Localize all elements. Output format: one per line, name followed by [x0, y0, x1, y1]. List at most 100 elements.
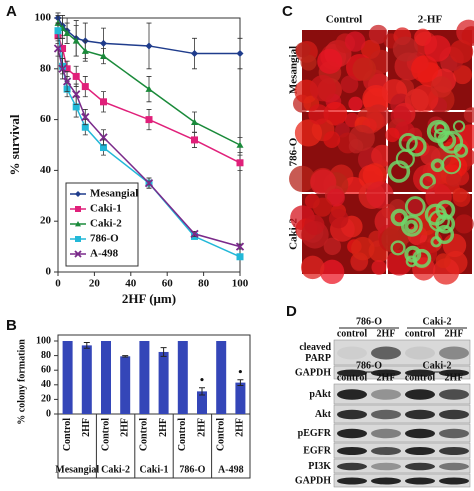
band — [439, 477, 469, 485]
stained-cell — [419, 172, 436, 190]
legend-label: A-498 — [90, 248, 119, 260]
blot-row-label: Akt — [315, 409, 332, 420]
cell — [319, 259, 345, 285]
cell-line-label: Caki-2 — [423, 360, 452, 371]
blot-strip — [333, 458, 471, 474]
y-axis-label: % colony formation — [16, 339, 27, 425]
cell — [368, 24, 388, 44]
cell — [449, 39, 474, 64]
band — [371, 462, 401, 471]
band — [371, 369, 401, 377]
micrograph — [374, 183, 474, 285]
x-tick-label: 2HF — [235, 418, 246, 437]
cell — [453, 65, 472, 85]
stained-cell — [390, 208, 409, 227]
marker — [191, 136, 198, 144]
lane-label: control — [405, 328, 436, 339]
error-bar — [160, 347, 167, 357]
marker — [236, 50, 244, 58]
x-tick-label: 2HF — [158, 418, 169, 437]
marker — [190, 229, 199, 239]
cell — [304, 214, 325, 235]
x-tick-label: 40 — [125, 278, 137, 290]
band — [439, 462, 469, 471]
cell-line-label: Caki-2 — [423, 316, 452, 327]
row-label: 786-O — [288, 137, 300, 166]
marker — [75, 236, 81, 242]
stained-cell — [398, 133, 418, 153]
cell — [411, 55, 439, 83]
cell — [424, 35, 451, 62]
marker — [191, 50, 198, 58]
band — [337, 369, 367, 377]
marker — [100, 144, 107, 152]
cell — [327, 188, 345, 207]
blot-strip — [333, 383, 471, 405]
marker — [74, 250, 82, 258]
band — [371, 428, 401, 439]
marker — [72, 37, 80, 44]
marker — [54, 27, 62, 35]
band — [405, 477, 435, 485]
band — [337, 409, 367, 420]
bar — [197, 391, 207, 414]
group-label: Caki-2 — [101, 464, 130, 475]
marker — [144, 178, 154, 188]
stained-cell — [404, 219, 418, 234]
x-tick-label: Control — [100, 418, 111, 451]
marker — [81, 47, 89, 54]
cell — [392, 36, 418, 62]
cell — [294, 119, 323, 147]
marker — [72, 72, 80, 80]
marker — [236, 253, 244, 261]
group-label: A-498 — [218, 464, 244, 475]
band — [337, 462, 367, 471]
panel-letter: D — [286, 303, 297, 320]
band — [439, 447, 469, 455]
stained-cell — [428, 210, 450, 232]
cell — [312, 197, 333, 217]
cell — [323, 237, 342, 256]
band — [405, 346, 435, 360]
marker — [145, 116, 153, 124]
cell — [366, 181, 394, 209]
cell — [309, 75, 337, 102]
cell — [340, 75, 359, 94]
stained-cell — [412, 248, 432, 268]
blot-strip — [333, 339, 471, 366]
cell — [348, 124, 375, 151]
lane-label: control — [337, 372, 368, 383]
band — [371, 389, 401, 400]
cell-line-label: 786-O — [356, 360, 382, 371]
blot-row-label: GAPDH — [295, 475, 331, 486]
blot-row-label: EGFR — [303, 445, 332, 456]
legend-label: Mesangial — [90, 188, 138, 200]
band — [439, 428, 469, 439]
marker — [100, 98, 107, 106]
bar — [101, 341, 111, 414]
marker — [81, 123, 89, 131]
stained-cell — [434, 225, 455, 245]
cell — [435, 253, 451, 269]
cell — [344, 31, 366, 52]
bar — [235, 382, 246, 414]
band — [337, 389, 367, 400]
stained-cell — [435, 200, 456, 220]
group-label: Caki-1 — [140, 464, 169, 475]
blot-row-label: GAPDH — [295, 367, 331, 378]
cell — [351, 236, 375, 261]
y-tick-label: 80 — [40, 62, 52, 74]
stained-cell — [390, 240, 406, 256]
band — [371, 409, 401, 420]
marker — [75, 221, 81, 227]
y-tick-label: 60 — [40, 113, 52, 125]
micrograph — [292, 24, 393, 115]
cell-line-label: 786-O — [356, 316, 382, 327]
band — [337, 447, 367, 455]
y-tick-label: 60 — [41, 364, 51, 375]
bar — [158, 351, 169, 414]
blot-strip — [333, 423, 471, 443]
band — [439, 409, 469, 420]
stained-cell — [452, 120, 466, 133]
blot-row-label: pEGFR — [298, 428, 332, 439]
